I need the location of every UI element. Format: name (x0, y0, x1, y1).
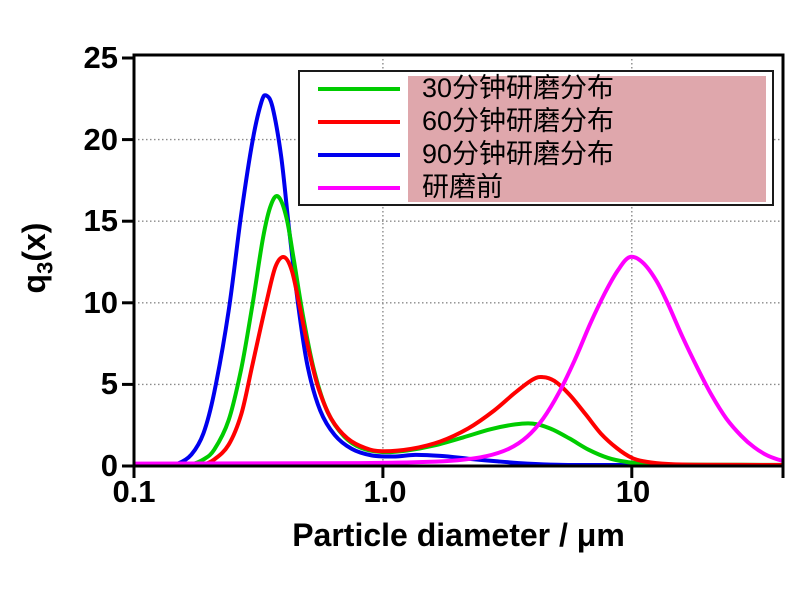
legend-label: 60分钟研磨分布 (422, 106, 615, 136)
legend-line-sample-3 (318, 185, 400, 190)
legend-line-sample-1 (318, 119, 400, 124)
legend-highlight (408, 76, 766, 202)
y-axis-title-sub: 3 (32, 261, 58, 274)
legend-label: 30分钟研磨分布 (422, 73, 615, 103)
y-tick-label-25: 25 (83, 40, 118, 75)
legend-line-sample-0 (318, 86, 400, 91)
legend-item-60min: 60分钟研磨分布 (300, 105, 772, 138)
legend-item-90min: 90分钟研磨分布 (300, 138, 772, 171)
legend-line-sample-2 (318, 152, 400, 157)
legend-label: 90分钟研磨分布 (422, 139, 615, 169)
x-tick-label-1.0: 1.0 (363, 474, 407, 509)
y-tick-label-15: 15 (83, 203, 118, 238)
y-tick-label-0: 0 (100, 448, 118, 483)
y-tick-label-20: 20 (83, 122, 118, 157)
y-tick-label-10: 10 (83, 285, 118, 320)
x-tick-label-0.1: 0.1 (112, 474, 156, 509)
legend-item-before-grinding: 研磨前 (300, 171, 772, 204)
legend-label: 研磨前 (422, 172, 503, 202)
x-axis-title: Particle diameter / μm (292, 517, 625, 553)
legend-item-30min: 30分钟研磨分布 (300, 72, 772, 105)
y-tick-label-5: 5 (100, 366, 118, 401)
x-tick-label-10: 10 (615, 474, 651, 509)
legend: 30分钟研磨分布 60分钟研磨分布 90分钟研磨分布 研磨前 (298, 70, 774, 206)
